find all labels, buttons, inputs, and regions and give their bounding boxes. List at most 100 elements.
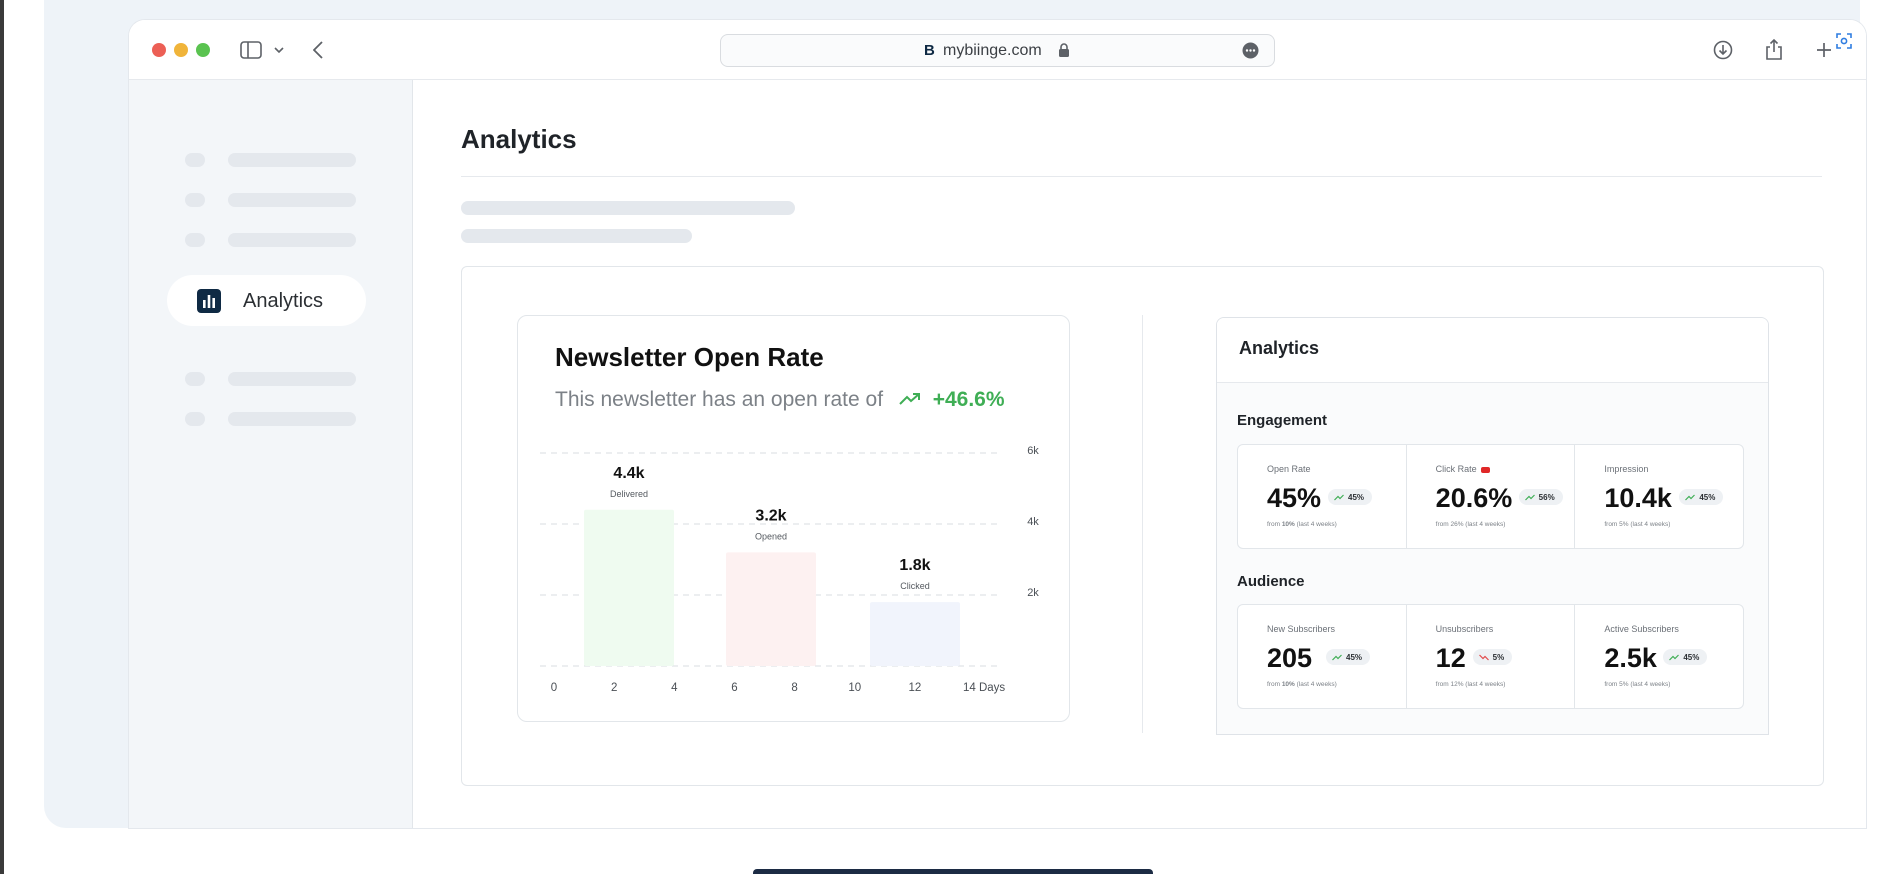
x-tick-label: 6 bbox=[731, 682, 737, 694]
metric-badge: 45% bbox=[1663, 649, 1708, 665]
sidebar-placeholder-dot bbox=[185, 372, 205, 386]
sidebar-placeholder-bar bbox=[228, 193, 356, 207]
address-bar[interactable]: B mybiinge.com bbox=[720, 34, 1275, 67]
sidebar-item-analytics[interactable]: Analytics bbox=[167, 275, 366, 326]
metric-card[interactable]: Active Subscribers 2.5k 45% from 5% (las… bbox=[1575, 605, 1743, 708]
open-rate-card: Newsletter Open Rate This newsletter has… bbox=[517, 315, 1070, 722]
main-content: Analytics Newsletter Open Rate This news… bbox=[412, 80, 1866, 828]
chevron-down-icon[interactable] bbox=[273, 44, 285, 56]
analytics-panel-title: Analytics bbox=[1239, 338, 1320, 358]
chart-bar bbox=[726, 552, 816, 666]
metric-label: Active Subscribers bbox=[1604, 624, 1679, 634]
open-rate-bar-chart: 6k 4k 2k 0 2 4 6 8 10 12 14 Days 4.4k Delivered 3.2k O… bbox=[540, 445, 1039, 694]
x-tick-label: 12 bbox=[908, 682, 921, 694]
browser-toolbar: B mybiinge.com bbox=[129, 20, 1866, 80]
minimize-window-button[interactable] bbox=[174, 43, 188, 57]
metric-badge-value: 45% bbox=[1348, 492, 1365, 502]
y-tick-label: 2k bbox=[1027, 587, 1039, 599]
site-favicon: B bbox=[924, 42, 935, 59]
bar-category-label: Delivered bbox=[610, 489, 648, 499]
chart-bar bbox=[584, 509, 674, 666]
metric-badge-value: 5% bbox=[1492, 652, 1505, 662]
footnote-suffix: (last 4 weeks) bbox=[1294, 681, 1337, 688]
bar-value-label: 3.2k bbox=[755, 507, 786, 524]
footnote-prefix: from bbox=[1267, 521, 1282, 528]
metric-value: 205 bbox=[1267, 643, 1313, 673]
screenshot-icon[interactable] bbox=[1833, 30, 1855, 52]
url-text: mybiinge.com bbox=[943, 42, 1042, 59]
metric-label: New Subscribers bbox=[1267, 624, 1336, 634]
card-subtitle: This newsletter has an open rate of +46.… bbox=[555, 388, 1005, 412]
metric-badge: 45% bbox=[1326, 649, 1371, 665]
y-tick-label: 6k bbox=[1027, 445, 1039, 457]
sidebar-placeholder-bar bbox=[228, 233, 356, 247]
x-tick-label: 8 bbox=[791, 682, 797, 694]
zoom-window-button[interactable] bbox=[196, 43, 210, 57]
close-window-button[interactable] bbox=[152, 43, 166, 57]
trending-up-icon bbox=[1334, 494, 1344, 501]
trending-up-icon bbox=[1332, 654, 1342, 661]
chart-bar bbox=[870, 602, 960, 666]
plus-icon[interactable] bbox=[1815, 41, 1833, 59]
metric-label-text: Click Rate bbox=[1435, 464, 1477, 474]
open-rate-trend-value: +46.6% bbox=[932, 388, 1005, 411]
bar-category-label: Opened bbox=[755, 531, 787, 541]
metric-footnote: from 10% (last 4 weeks) bbox=[1267, 681, 1337, 688]
share-icon[interactable] bbox=[1764, 37, 1784, 61]
metric-value: 45% bbox=[1267, 483, 1322, 513]
metric-footnote: from 26% (last 4 weeks) bbox=[1435, 521, 1506, 528]
sidebar-placeholder-bar bbox=[228, 153, 356, 167]
metric-card[interactable]: Impression 10.4k 45% from 5% (last 4 wee… bbox=[1575, 445, 1743, 548]
page-title: Analytics bbox=[461, 124, 577, 154]
download-icon[interactable] bbox=[1713, 40, 1733, 60]
trending-up-icon bbox=[1669, 654, 1680, 661]
footnote-bold: 10% bbox=[1281, 521, 1295, 528]
audience-metrics: New Subscribers 205 45% from 10% (last 4… bbox=[1237, 604, 1744, 709]
x-tick-label: 0 bbox=[551, 682, 557, 694]
metric-card[interactable]: Open Rate 45% 45% from 10% (last 4 weeks… bbox=[1238, 445, 1407, 548]
metric-badge-value: 45% bbox=[1346, 652, 1363, 662]
engagement-metrics: Open Rate 45% 45% from 10% (last 4 weeks… bbox=[1237, 444, 1744, 549]
metric-card[interactable]: New Subscribers 205 45% from 10% (last 4… bbox=[1238, 605, 1407, 708]
desktop-backdrop: B mybiinge.com bbox=[44, 0, 1866, 828]
subtitle-text: This newsletter has an open rate of bbox=[555, 388, 884, 411]
sidebar-toggle-icon[interactable] bbox=[240, 40, 262, 60]
x-tick-label: 4 bbox=[671, 682, 678, 694]
sidebar-placeholder-dot bbox=[185, 233, 205, 247]
metric-badge-value: 45% bbox=[1683, 652, 1700, 662]
trending-up-icon bbox=[899, 388, 921, 412]
metric-badge: 45% bbox=[1328, 489, 1373, 505]
trending-up-icon bbox=[1685, 494, 1696, 501]
trending-up-icon bbox=[1524, 494, 1535, 501]
dock-edge bbox=[753, 869, 1153, 874]
trending-down-icon bbox=[1478, 654, 1489, 661]
metric-footnote: from 5% (last 4 weeks) bbox=[1604, 681, 1671, 688]
metric-label: Open Rate bbox=[1267, 464, 1311, 474]
card-title: Newsletter Open Rate bbox=[555, 342, 824, 372]
sidebar-item-label: Analytics bbox=[243, 290, 324, 312]
footnote-bold: 10% bbox=[1281, 681, 1295, 688]
sidebar: Analytics bbox=[129, 80, 413, 828]
metric-value: 20.6% bbox=[1435, 483, 1513, 513]
footnote-suffix: (last 4 weeks) bbox=[1294, 521, 1337, 528]
back-icon[interactable] bbox=[311, 40, 325, 60]
metric-badge-value: 45% bbox=[1699, 492, 1716, 502]
bar-category-label: Clicked bbox=[900, 581, 930, 591]
metric-value: 10.4k bbox=[1604, 483, 1672, 513]
analytics-panel: Analytics Engagement Open Rate 45% 45% f… bbox=[1216, 317, 1769, 735]
more-icon[interactable] bbox=[1242, 42, 1259, 64]
metric-card[interactable]: Click Rate 20.6% 56% from 26% (last 4 we… bbox=[1407, 445, 1576, 548]
sidebar-placeholder-dot bbox=[185, 153, 205, 167]
metric-label: Click Rate bbox=[1436, 464, 1490, 474]
metric-footnote: from 5% (last 4 weeks) bbox=[1604, 521, 1671, 528]
sidebar-placeholder-bar bbox=[228, 412, 356, 426]
analytics-panel-header: Analytics bbox=[1217, 318, 1768, 383]
sidebar-placeholder-dot bbox=[185, 193, 205, 207]
youtube-icon bbox=[1480, 466, 1490, 473]
metric-badge-value: 56% bbox=[1538, 492, 1555, 502]
x-tick-label: 14 Days bbox=[963, 682, 1005, 694]
section-title-engagement: Engagement bbox=[1237, 412, 1328, 429]
metric-card[interactable]: Unsubscribers 12 5% from 12% (last 4 wee… bbox=[1407, 605, 1576, 708]
bar-chart-icon bbox=[197, 289, 221, 313]
metric-footnote: from 10% (last 4 weeks) bbox=[1267, 521, 1337, 528]
